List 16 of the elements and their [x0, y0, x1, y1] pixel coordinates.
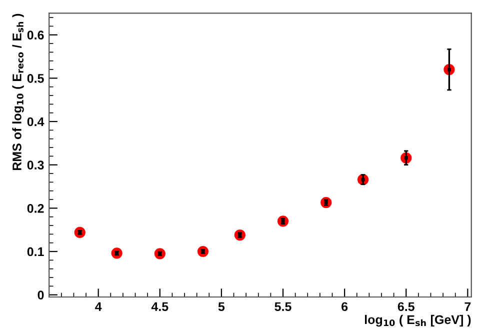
x-tick-label: 5 — [218, 302, 225, 312]
x-tick-label: 4.5 — [151, 302, 168, 312]
x-tick-label: 6 — [342, 302, 348, 312]
y-tick-label: 0 — [38, 290, 44, 300]
x-tick-label: 6.5 — [398, 302, 414, 312]
y-tick-label: 0.2 — [27, 204, 44, 213]
y-tick-label: 0.6 — [27, 30, 44, 40]
y-tick-label: 0.3 — [27, 160, 44, 170]
y-axis-title: RMS of log$_{10}$ ( E$_{reco}$ / E$_{sh}$ ) — [12, 14, 24, 170]
x-tick-label: 4 — [95, 302, 102, 311]
x-tick-label: 7 — [464, 302, 471, 311]
x-axis-title: log$_{10}$ ( E$_{sh}$ [GeV] ) — [364, 314, 471, 327]
y-tick-label: 0.1 — [27, 247, 44, 256]
y-tick-label: 0.4 — [27, 117, 44, 126]
y-tick-label: 0.5 — [27, 74, 44, 83]
x-tick-label: 5.5 — [274, 302, 292, 312]
